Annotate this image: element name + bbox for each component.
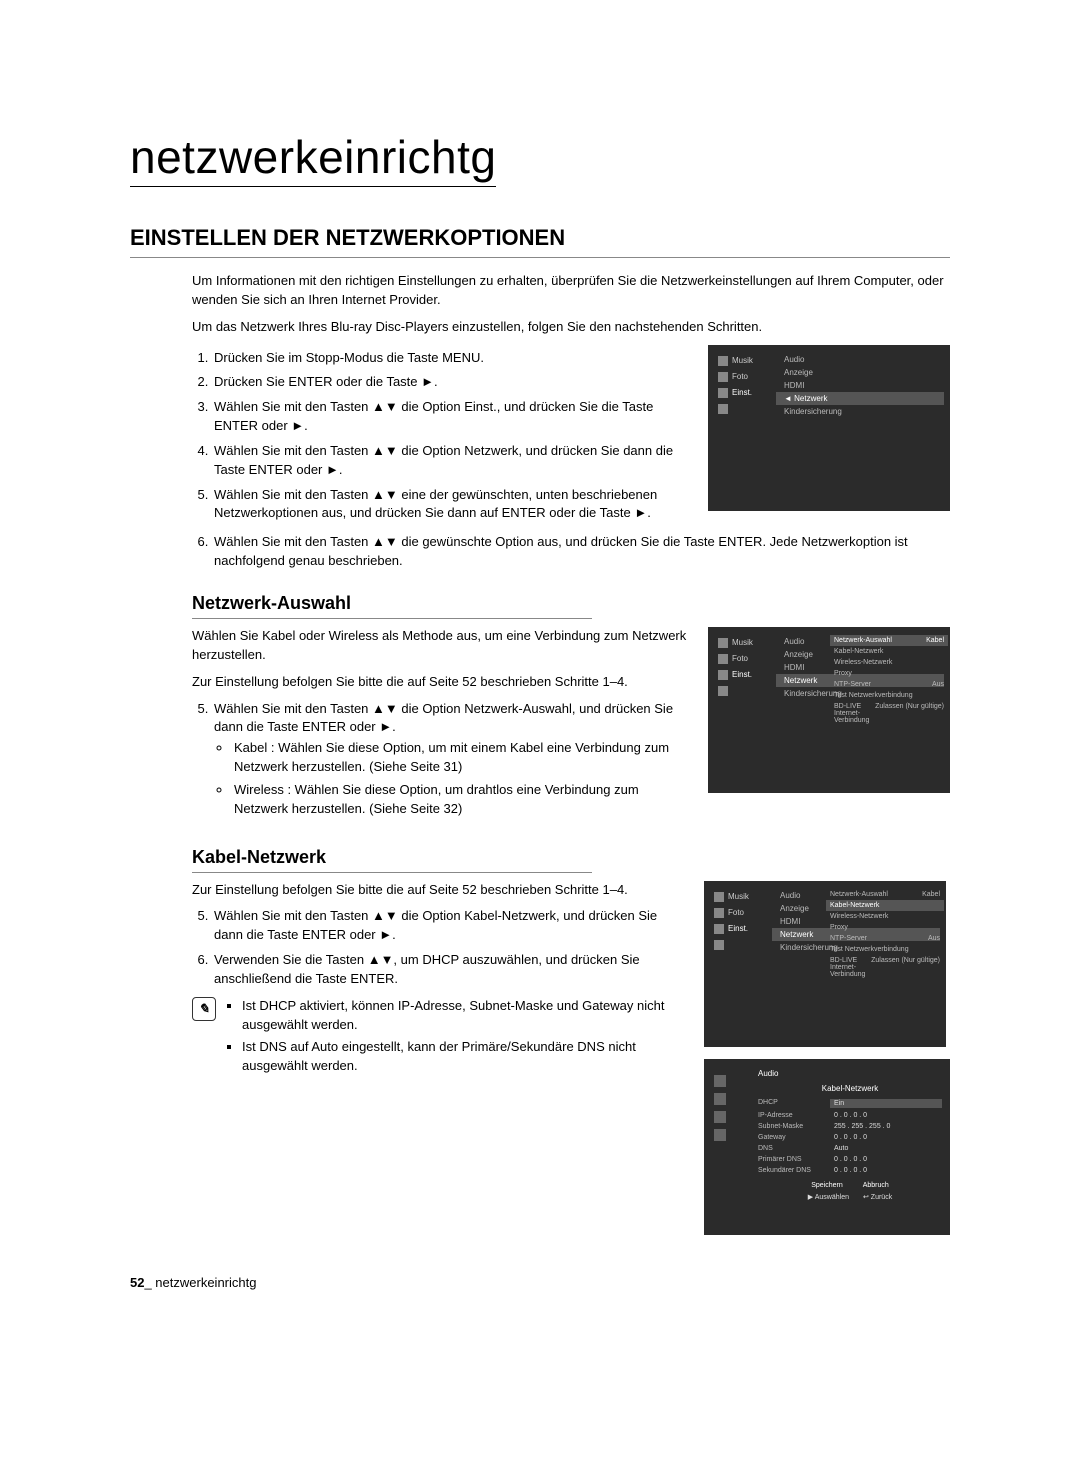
gear-icon: [714, 924, 724, 934]
osd-screenshot-4: Audio Kabel-Netzwerk DHCPEin IP-Adresse0…: [704, 1059, 950, 1235]
subheading-kabel: Kabel-Netzwerk: [192, 847, 592, 873]
osd-screenshot-1: Musik Foto Einst. Audio Anzeige HDMI ◄ N…: [708, 345, 950, 511]
gear-icon: [718, 388, 728, 398]
footer-label: _ netzwerkeinrichtg: [144, 1275, 256, 1290]
lock-icon: [714, 940, 724, 950]
osd-item-anzeige: Anzeige: [780, 366, 944, 379]
kabel-step-5: Wählen Sie mit den Tasten ▲▼ die Option …: [212, 907, 686, 945]
section-title: EINSTELLEN DER NETZWERKOPTIONEN: [130, 225, 950, 258]
photo-icon: [718, 372, 728, 382]
music-icon: [714, 892, 724, 902]
osd-screenshot-2: Musik Foto Einst. Audio Anzeige HDMI Net…: [708, 627, 950, 793]
osd3-row-kabel: Kabel-Netzwerk: [826, 900, 944, 911]
lock-icon: [718, 404, 728, 414]
manual-page: netzwerkeinrichtg EINSTELLEN DER NETZWER…: [0, 0, 1080, 1350]
osd-item-audio: Audio: [780, 353, 944, 366]
page-footer: 52_ netzwerkeinrichtg: [130, 1275, 950, 1290]
step-6: Wählen Sie mit den Tasten ▲▼ die gewünsc…: [212, 533, 950, 571]
osd4-hint-select: ▶ Auswählen: [808, 1193, 849, 1201]
osd-item-netzwerk: ◄ Netzwerk: [776, 392, 944, 405]
osd-screenshot-3: Musik Foto Einst. Audio Anzeige HDMI Net…: [704, 881, 946, 1047]
step-4: Wählen Sie mit den Tasten ▲▼ die Option …: [212, 442, 690, 480]
netsel-bullet-kabel: Kabel : Wählen Sie diese Option, um mit …: [232, 739, 690, 777]
music-icon: [718, 356, 728, 366]
gear-icon: [714, 1111, 726, 1123]
gear-icon: [718, 670, 728, 680]
note-block: ✎ Ist DHCP aktiviert, können IP-Adresse,…: [192, 997, 686, 1080]
osd4-cancel-button: Abbruch: [863, 1182, 889, 1189]
page-number: 52: [130, 1275, 144, 1290]
step-3: Wählen Sie mit den Tasten ▲▼ die Option …: [212, 398, 690, 436]
osd2-row-netsel: Netzwerk-AuswahlKabel: [830, 635, 948, 646]
subheading-netsel: Netzwerk-Auswahl: [192, 593, 592, 619]
osd4-save-button: Speichern: [811, 1182, 843, 1189]
osd4-dhcp: DHCPEin: [758, 1097, 942, 1110]
netsel-step-5: Wählen Sie mit den Tasten ▲▼ die Option …: [212, 700, 690, 819]
photo-icon: [718, 654, 728, 664]
lock-icon: [718, 686, 728, 696]
netsel-bullet-wireless: Wireless : Wählen Sie diese Option, um d…: [232, 781, 690, 819]
osd4-hint-back: ↩ Zurück: [863, 1193, 892, 1201]
osd-item-kinder: Kindersicherung: [780, 405, 944, 418]
netsel-intro: Wählen Sie Kabel oder Wireless als Metho…: [192, 627, 690, 665]
music-icon: [714, 1075, 726, 1087]
netsel-ref: Zur Einstellung befolgen Sie bitte die a…: [192, 673, 690, 692]
photo-icon: [714, 1093, 726, 1105]
note-icon: ✎: [192, 997, 216, 1021]
kabel-steps: Wählen Sie mit den Tasten ▲▼ die Option …: [192, 907, 686, 988]
photo-icon: [714, 908, 724, 918]
music-icon: [718, 638, 728, 648]
note-2: Ist DNS auf Auto eingestellt, kann der P…: [242, 1038, 686, 1076]
step-2: Drücken Sie ENTER oder die Taste ►.: [212, 373, 690, 392]
intro-paragraph-2: Um das Netzwerk Ihres Blu-ray Disc-Playe…: [192, 318, 950, 337]
osd4-title-kabel: Kabel-Netzwerk: [758, 1082, 942, 1097]
osd4-title-audio: Audio: [758, 1067, 942, 1082]
kabel-ref: Zur Einstellung befolgen Sie bitte die a…: [192, 881, 686, 900]
step-1: Drücken Sie im Stopp-Modus die Taste MEN…: [212, 349, 690, 368]
main-steps-1to5: Drücken Sie im Stopp-Modus die Taste MEN…: [192, 349, 690, 524]
osd-item-hdmi: HDMI: [780, 379, 944, 392]
main-step-6: Wählen Sie mit den Tasten ▲▼ die gewünsc…: [192, 533, 950, 571]
kabel-step-6: Verwenden Sie die Tasten ▲▼, um DHCP aus…: [212, 951, 686, 989]
netsel-steps: Wählen Sie mit den Tasten ▲▼ die Option …: [192, 700, 690, 819]
chapter-title: netzwerkeinrichtg: [130, 130, 496, 187]
lock-icon: [714, 1129, 726, 1141]
intro-paragraph-1: Um Informationen mit den richtigen Einst…: [192, 272, 950, 310]
note-1: Ist DHCP aktiviert, können IP-Adresse, S…: [242, 997, 686, 1035]
step-5: Wählen Sie mit den Tasten ▲▼ eine der ge…: [212, 486, 690, 524]
